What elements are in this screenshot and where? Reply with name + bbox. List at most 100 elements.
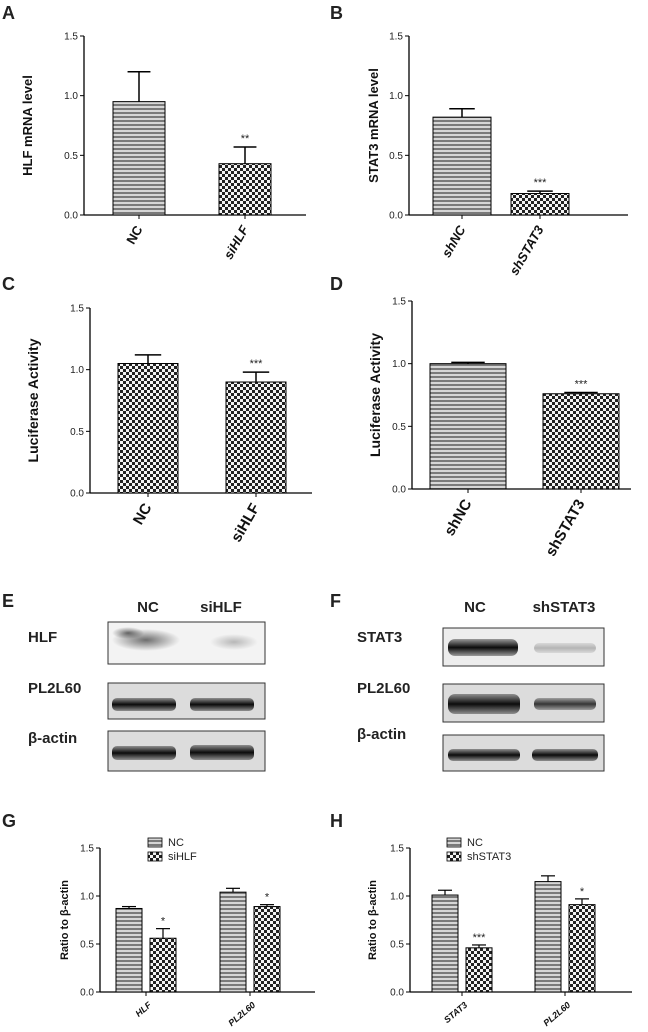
significance-label: **	[241, 133, 250, 145]
legend-label: shSTAT3	[467, 851, 511, 863]
panel-letter-C: C	[2, 274, 15, 294]
y-tick-label: 1.5	[70, 304, 84, 315]
chart-panel-h: 0.0 0.5 1.0 1.5 Ratio to β-actin *** STAT3 * PL2…	[367, 837, 632, 1028]
bar	[510, 193, 570, 216]
blot-f-band-stat3-shstat3	[534, 643, 596, 653]
panel-letter-B: B	[330, 3, 343, 23]
blot-f-lane-nc: NC	[464, 599, 486, 616]
significance-label: ***	[575, 378, 589, 390]
bar	[219, 891, 247, 993]
bar	[149, 937, 177, 993]
y-tick-label: 0.0	[64, 211, 78, 222]
significance-label: ***	[250, 358, 264, 370]
panel-letter-H: H	[330, 811, 343, 831]
bar	[112, 101, 166, 216]
significance-label: *	[161, 916, 166, 928]
blot-e-band-pl2l60-nc	[112, 698, 176, 711]
blot-e-band-hlf-nc-2	[112, 627, 144, 639]
significance-label: *	[580, 886, 585, 898]
panel-letter-D: D	[330, 274, 343, 294]
y-axis-label: Luciferase Activity	[367, 333, 383, 457]
legend-label: NC	[168, 837, 184, 849]
bar	[115, 907, 143, 993]
chart-panel-b: 0.0 0.5 1.0 1.5 STAT3 mRNA level shNC shSTAT3 *…	[366, 32, 628, 278]
y-tick-label: 1.5	[389, 32, 403, 43]
x-tick-label: siHLF	[228, 501, 264, 546]
y-tick-label: 1.0	[392, 359, 406, 370]
blot-e-lane-sihlf: siHLF	[200, 599, 242, 616]
y-tick-label: 1.0	[80, 892, 94, 903]
blot-e-band-pl2l60-sihlf	[190, 698, 254, 711]
blot-f-band-actin-shstat3	[532, 749, 598, 761]
western-blot-e: NC siHLF HLF PL2L60 β-actin	[28, 599, 266, 772]
y-tick-label: 1.5	[64, 32, 78, 43]
y-tick-label: 0.5	[392, 422, 406, 433]
x-tick-label: shNC	[441, 496, 475, 539]
y-axis-label: Ratio to β-actin	[367, 880, 379, 960]
x-tick-label: NC	[130, 500, 156, 527]
panel-letter-F: F	[330, 591, 341, 611]
y-axis-label: Ratio to β-actin	[59, 880, 71, 960]
bar	[431, 894, 459, 993]
panel-letter-E: E	[2, 591, 14, 611]
bar	[542, 393, 620, 490]
x-tick-label: NC	[123, 222, 146, 246]
significance-label: *	[265, 892, 270, 904]
blot-f-band-pl2l60-shstat3	[534, 698, 596, 710]
x-tick-label: siHLF	[221, 222, 253, 262]
panel-letter-A: A	[2, 3, 15, 23]
y-tick-label: 1.0	[64, 91, 78, 102]
blot-f-band-pl2l60-nc	[448, 694, 520, 714]
y-tick-label: 1.5	[392, 297, 406, 308]
y-tick-label: 1.5	[80, 844, 94, 855]
legend-swatch	[147, 837, 163, 848]
chart-panel-a: 0.0 0.5 1.0 1.5 HLF mRNA level NC siHLF **	[20, 32, 306, 262]
x-tick-label: shNC	[439, 222, 469, 259]
legend-swatch	[147, 851, 163, 862]
legend-label: NC	[467, 837, 483, 849]
y-tick-label: 0.5	[70, 427, 84, 438]
blot-e-row-hlf: HLF	[28, 629, 57, 646]
blot-f-row-stat3: STAT3	[357, 629, 402, 646]
blot-f-row-actin: β-actin	[357, 726, 406, 743]
blot-f-band-stat3-nc	[448, 639, 518, 656]
legend-label: siHLF	[168, 851, 197, 863]
bar	[534, 881, 562, 993]
x-tick-label: HLF	[133, 1000, 153, 1019]
y-tick-label: 0.5	[80, 940, 94, 951]
blot-e-lane-nc: NC	[137, 599, 159, 616]
chart-panel-c: 0.0 0.5 1.0 1.5 Luciferase Activity NC siHLF **…	[25, 304, 312, 546]
y-axis-label: HLF mRNA level	[20, 75, 35, 176]
y-tick-label: 0.5	[389, 151, 403, 162]
x-tick-label: shSTAT3	[506, 222, 547, 277]
y-tick-label: 0.5	[64, 151, 78, 162]
bar	[117, 363, 179, 494]
x-tick-label: shSTAT3	[542, 497, 588, 560]
bar	[218, 163, 272, 216]
y-tick-label: 0.0	[390, 988, 404, 999]
y-tick-label: 0.0	[80, 988, 94, 999]
y-axis-label: STAT3 mRNA level	[366, 68, 381, 183]
y-tick-label: 1.0	[390, 892, 404, 903]
chart-panel-g: 0.0 0.5 1.0 1.5 Ratio to β-actin * HLF * PL2L60 N…	[59, 837, 315, 1028]
blot-e-band-hlf-sihlf	[210, 634, 258, 650]
legend-swatch	[446, 837, 462, 848]
y-tick-label: 0.5	[390, 940, 404, 951]
legend-swatch	[446, 851, 462, 862]
x-tick-label: PL2L60	[226, 1000, 257, 1028]
bar	[253, 906, 281, 993]
y-tick-label: 0.0	[70, 489, 84, 500]
chart-panel-d: 0.0 0.5 1.0 1.5 Luciferase Activity shNC shSTA…	[367, 297, 631, 560]
y-tick-label: 0.0	[392, 485, 406, 496]
bar	[432, 116, 492, 216]
y-axis-label: Luciferase Activity	[25, 338, 41, 462]
blot-e-band-actin-nc	[112, 746, 176, 760]
x-tick-label: PL2L60	[541, 1000, 572, 1028]
y-tick-label: 1.0	[70, 365, 84, 376]
x-tick-label: STAT3	[442, 1000, 469, 1025]
bar	[465, 947, 493, 993]
blot-e-row-pl2l60: PL2L60	[28, 680, 81, 697]
y-tick-label: 1.5	[390, 844, 404, 855]
bar	[225, 381, 287, 494]
panel-letter-G: G	[2, 811, 16, 831]
